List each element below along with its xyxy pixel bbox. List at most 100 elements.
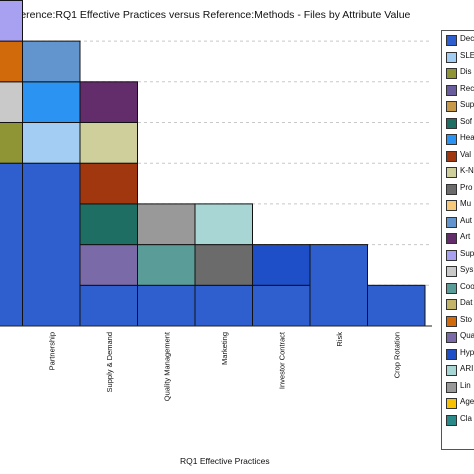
legend-item: ARI xyxy=(446,364,474,377)
legend-item: Val xyxy=(446,149,474,163)
bar-segment xyxy=(194,203,253,246)
legend-label: Pro xyxy=(460,182,473,192)
bar-segment xyxy=(22,81,81,124)
legend-swatch xyxy=(446,35,457,46)
bar-segment xyxy=(79,284,138,327)
legend-item: Dis xyxy=(446,67,474,80)
legend-swatch xyxy=(446,332,457,343)
legend-swatch xyxy=(446,233,457,244)
legend-item: Hyp xyxy=(446,347,474,361)
bar-segment xyxy=(137,284,196,327)
bar-segment xyxy=(309,244,368,327)
legend-label: Val xyxy=(460,149,471,159)
legend-item: Sto xyxy=(446,314,474,328)
legend-label: Sup xyxy=(460,100,474,109)
legend-swatch xyxy=(446,183,457,195)
legend-item: Age xyxy=(446,397,474,410)
x-tick-label: Investor Contract xyxy=(277,331,286,389)
legend-item: Cla xyxy=(446,413,474,427)
bar-segment xyxy=(22,162,81,327)
legend-label: Aut xyxy=(460,215,473,225)
bar-segment xyxy=(0,122,23,164)
legend-swatch xyxy=(446,348,457,360)
legend-swatch xyxy=(446,216,457,228)
legend-label: Hea xyxy=(460,133,474,142)
legend-item: Sof xyxy=(446,116,474,130)
x-tick-label: Quality Management xyxy=(162,331,171,401)
legend-swatch xyxy=(446,381,457,393)
bar-segment xyxy=(79,244,138,286)
x-tick-label: Supply & Demand xyxy=(105,332,114,392)
legend-item: Lin xyxy=(446,380,474,394)
bar-segment xyxy=(22,122,81,164)
legend-label: Hyp xyxy=(460,347,474,357)
legend-label: K-N xyxy=(460,166,474,175)
legend-swatch xyxy=(446,315,457,327)
legend-label: Dis xyxy=(460,67,472,76)
bar-segment xyxy=(367,284,426,327)
chart-legend: Dec SLE Dis Rec Sup Sof Hea Val K-N Pro Mu Aut Art Su… xyxy=(441,30,474,450)
legend-item: Dat xyxy=(446,298,474,311)
bar-segment xyxy=(0,40,23,83)
bar-segment xyxy=(252,284,311,327)
legend-label: Qua xyxy=(460,331,474,340)
legend-label: Dec xyxy=(460,34,474,43)
x-tick-label: Risk xyxy=(335,332,344,347)
legend-item: Qua xyxy=(446,331,474,344)
legend-label: ARI xyxy=(460,364,474,373)
legend-label: Lin xyxy=(460,380,471,390)
legend-swatch xyxy=(446,249,457,261)
legend-label: Sof xyxy=(460,116,473,126)
legend-item: Rec xyxy=(446,83,474,97)
legend-swatch xyxy=(446,414,457,426)
x-tick-label: Marketing xyxy=(220,332,229,365)
legend-swatch xyxy=(446,101,457,112)
legend-item: Mu xyxy=(446,199,474,212)
legend-swatch xyxy=(446,282,457,294)
legend-item: Sys xyxy=(446,265,474,278)
legend-swatch xyxy=(446,299,457,310)
legend-item: Pro xyxy=(446,182,474,196)
legend-label: Age xyxy=(460,397,474,406)
legend-label: Rec xyxy=(460,83,474,93)
legend-swatch xyxy=(446,200,457,211)
legend-swatch xyxy=(446,398,457,409)
bar-segment xyxy=(0,81,23,124)
legend-label: Dat xyxy=(460,298,473,307)
bar-segment xyxy=(137,244,196,286)
legend-swatch xyxy=(446,365,457,376)
legend-item: Aut xyxy=(446,215,474,229)
bar-segment xyxy=(252,244,311,286)
legend-swatch xyxy=(446,150,457,162)
legend-swatch xyxy=(446,134,457,145)
bar-segment xyxy=(79,203,138,246)
legend-item: Art xyxy=(446,232,474,245)
bar-segment xyxy=(0,162,23,327)
x-tick-label: Partnership xyxy=(47,332,56,370)
legend-swatch xyxy=(446,84,457,96)
legend-item: Sup xyxy=(446,249,474,262)
legend-label: Sto xyxy=(460,314,473,324)
legend-label: SLE xyxy=(460,50,474,60)
legend-item: K-N xyxy=(446,166,474,179)
legend-label: Cla xyxy=(460,413,473,423)
legend-item: Dec xyxy=(446,34,474,47)
legend-label: Mu xyxy=(460,199,472,208)
bar-segment xyxy=(194,284,253,327)
legend-item: SLE xyxy=(446,50,474,64)
legend-swatch xyxy=(446,51,457,63)
legend-swatch xyxy=(446,68,457,79)
legend-swatch xyxy=(446,266,457,277)
bar-segment xyxy=(22,40,81,83)
legend-swatch xyxy=(446,167,457,178)
x-tick-label: Crop Rotation xyxy=(392,332,401,378)
bar-segment xyxy=(137,203,196,246)
legend-label: Coo xyxy=(460,281,474,291)
chart-title: Reference:RQ1 Effective Practices versus… xyxy=(4,9,411,21)
legend-label: Art xyxy=(460,232,471,241)
legend-item: Sup xyxy=(446,100,474,113)
bar-segment xyxy=(0,0,23,42)
legend-label: Sys xyxy=(460,265,474,274)
bar-segment xyxy=(79,162,138,205)
